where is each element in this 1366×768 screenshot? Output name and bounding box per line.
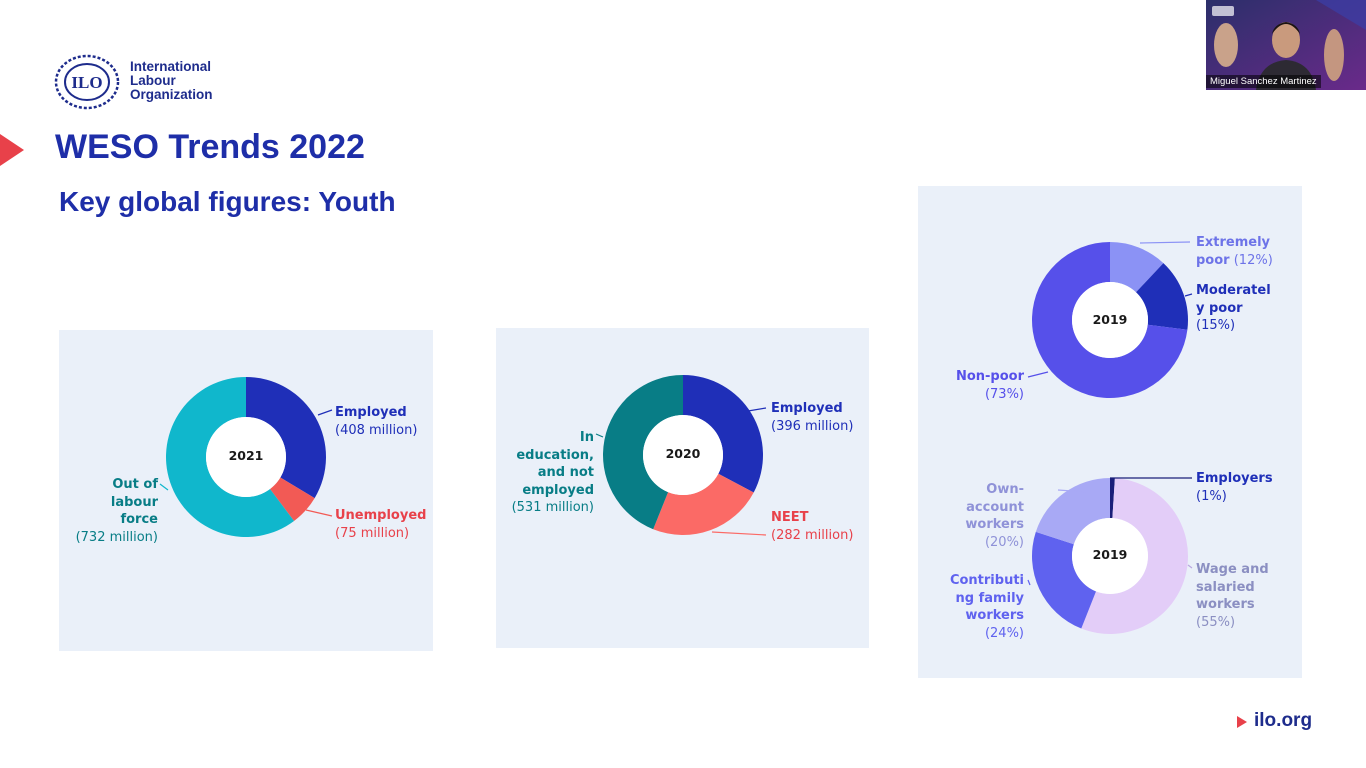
label-extremely-poor-2019: Extremely poor (12%)	[1196, 235, 1273, 268]
center-label-2020: 2020	[665, 446, 701, 461]
logo-initials: ILO	[71, 73, 102, 92]
org-name: International Labour Organization	[130, 60, 213, 102]
label-contributing-family-2019: Contributi ng family workers (24%)	[949, 573, 1024, 641]
org-name-line-2: Labour	[130, 73, 176, 88]
center-label-2021: 2021	[228, 448, 264, 463]
org-name-line-3: Organization	[130, 87, 213, 102]
center-label-2019-status: 2019	[1092, 547, 1128, 562]
participant-name: Miguel Sanchez Martinez	[1206, 75, 1321, 88]
label-out-of-labour-force-2021: Out of labour force (732 million)	[75, 477, 158, 545]
label-non-poor-2019: Non-poor (73%)	[955, 369, 1024, 402]
label-moderately-poor-2019: Moderatel y poor (15%)	[1196, 283, 1271, 333]
footer-arrow-icon	[1237, 715, 1247, 733]
ilo-emblem-icon: ILO	[54, 54, 120, 110]
label-wage-salaried-2019: Wage and salaried workers (55%)	[1196, 562, 1269, 630]
slide-subtitle: Key global figures: Youth	[59, 186, 396, 217]
label-neet-2020: NEET (282 million)	[771, 510, 854, 543]
label-employers-2019: Employers (1%)	[1196, 471, 1273, 504]
ilo-logo: ILO	[54, 54, 120, 110]
label-employed-2020: Employed (396 million)	[771, 401, 854, 434]
label-unemployed-2021: Unemployed (75 million)	[335, 508, 427, 541]
center-label-2019-poverty: 2019	[1092, 312, 1128, 327]
org-name-line-1: International	[130, 59, 212, 74]
slide-marker-icon	[0, 134, 26, 171]
participant-video[interactable]: Miguel Sanchez Martinez	[1206, 0, 1366, 90]
slide-title: WESO Trends 2022	[55, 128, 365, 166]
label-in-education-2020: In education, and not employed (531 mill…	[511, 430, 594, 515]
label-employed-2021: Employed (408 million)	[335, 405, 418, 438]
footer-link[interactable]: ilo.org	[1254, 710, 1313, 731]
label-own-account-2019: Own- account workers (20%)	[965, 482, 1024, 550]
